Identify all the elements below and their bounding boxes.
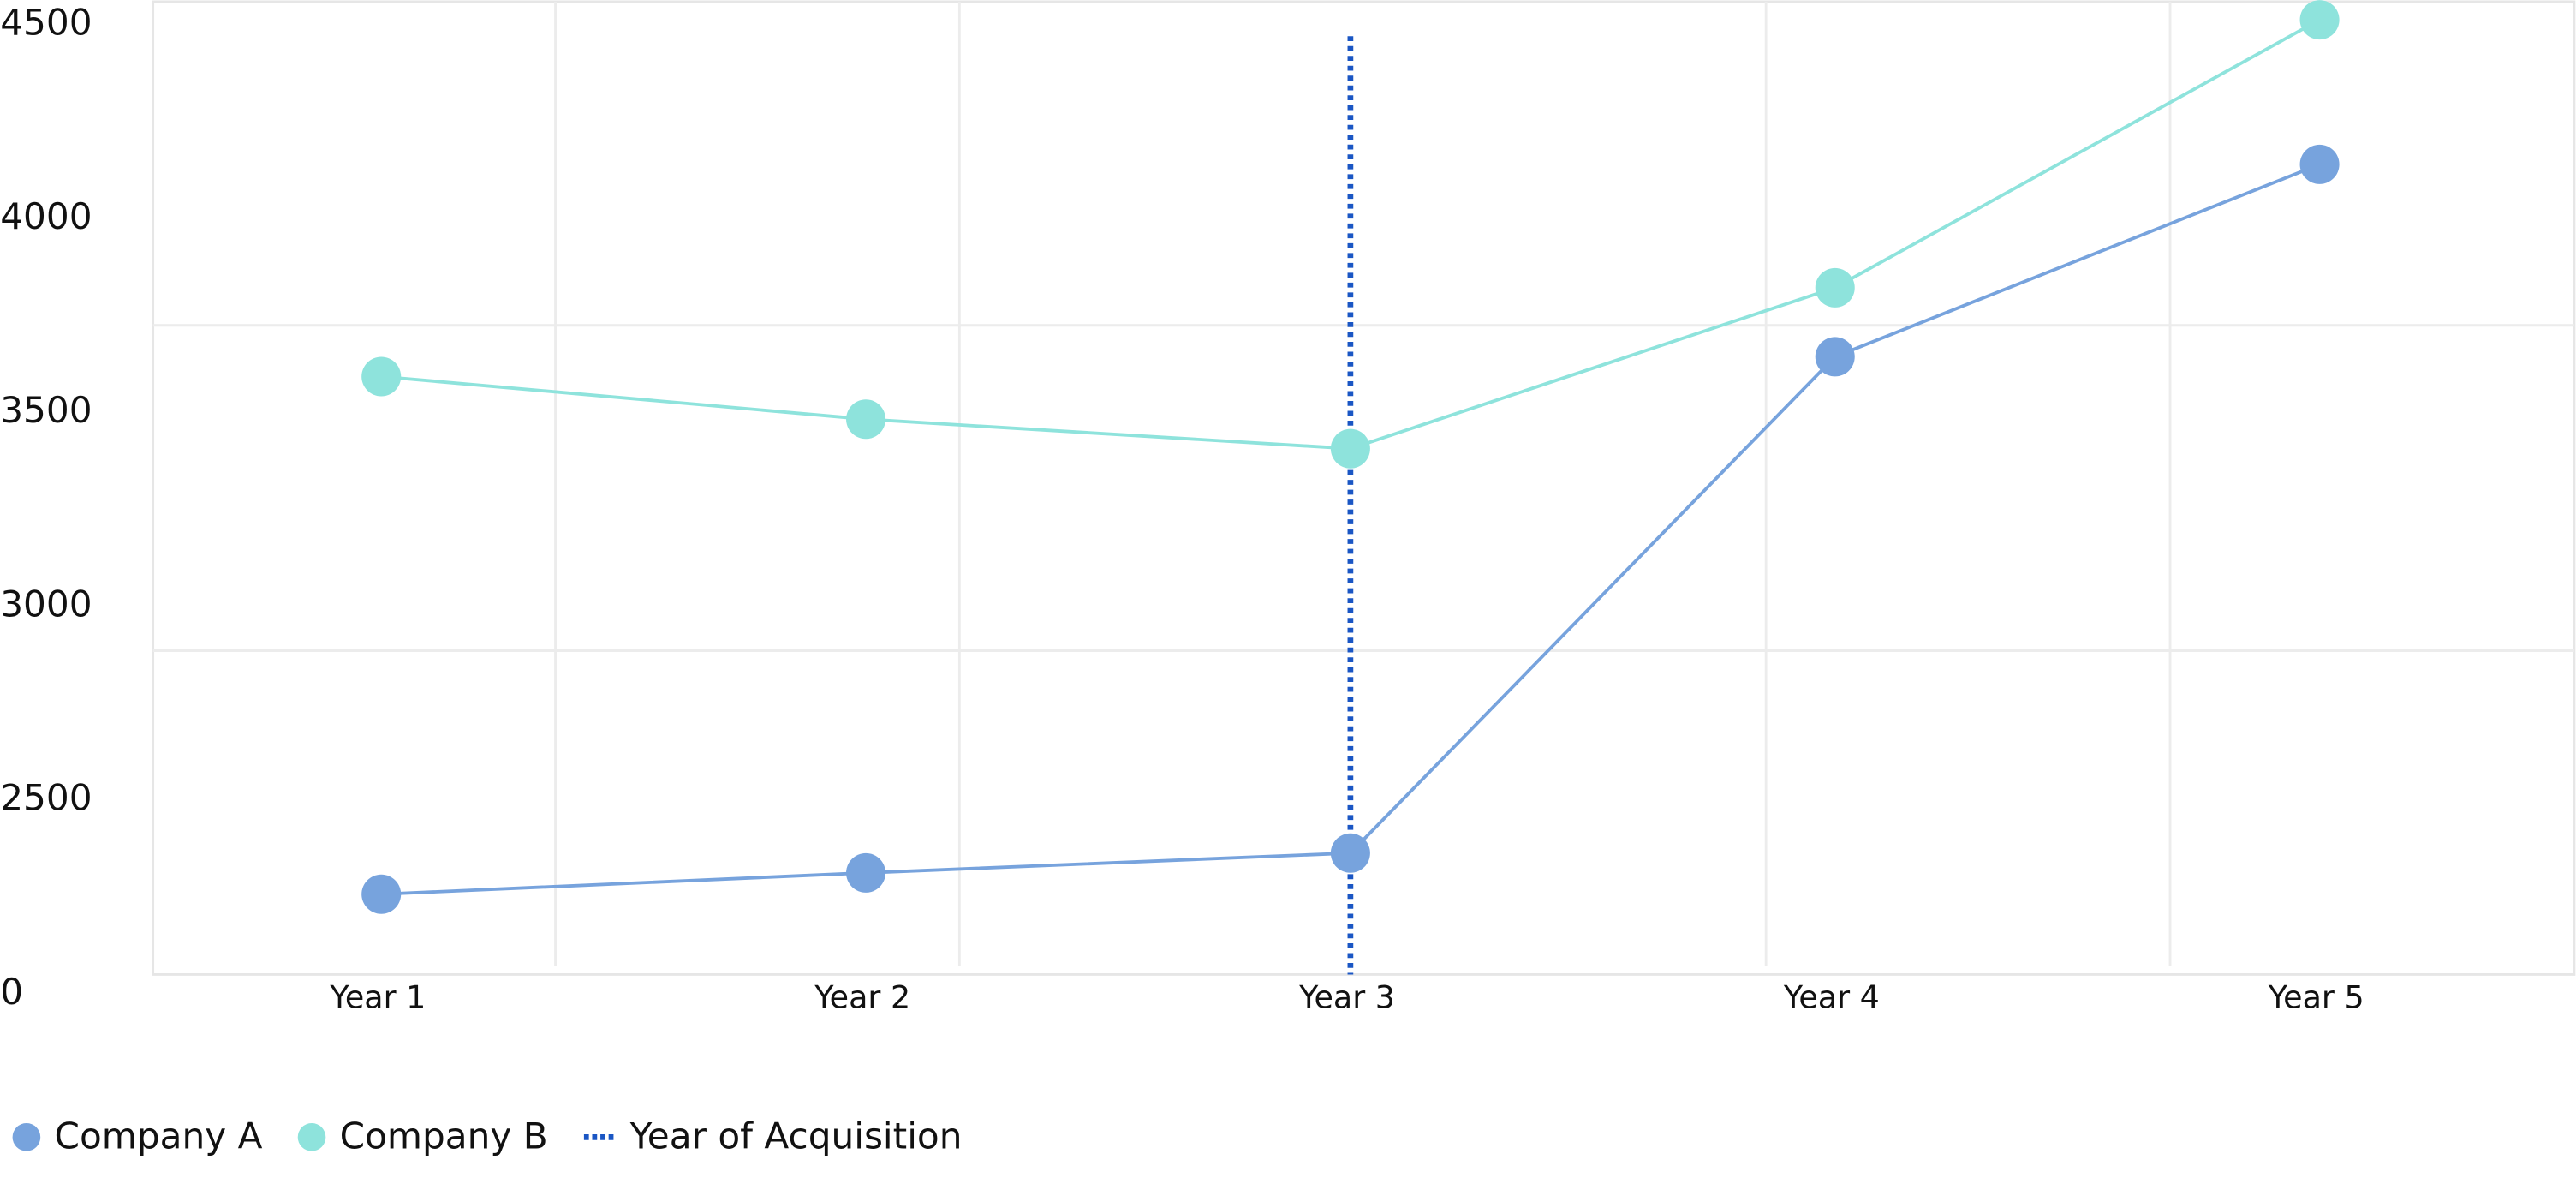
y-tick-label: 0 — [0, 971, 23, 1013]
y-tick-label: 2500 — [0, 777, 92, 819]
legend-swatch — [297, 1123, 326, 1151]
x-tick-label: Year 3 — [1298, 979, 1395, 1016]
data-point — [1330, 428, 1370, 469]
y-tick-label: 4500 — [0, 1, 92, 43]
data-point — [846, 852, 886, 893]
legend-label: Company A — [54, 1115, 262, 1157]
plot-frame — [152, 0, 2576, 976]
x-tick-label: Year 1 — [329, 979, 426, 1016]
data-point — [1815, 337, 1855, 377]
data-point — [1815, 267, 1855, 308]
data-point — [361, 356, 402, 397]
data-point — [361, 874, 402, 914]
data-point — [1330, 833, 1370, 873]
legend-swatch — [12, 1123, 41, 1151]
x-tick-label: Year 2 — [814, 979, 910, 1016]
legend-label: Company B — [340, 1115, 548, 1157]
data-point — [2299, 0, 2340, 40]
data-point — [846, 399, 886, 440]
y-tick-label: 3000 — [0, 583, 92, 625]
x-tick-label: Year 4 — [1783, 979, 1880, 1016]
y-tick-label: 4000 — [0, 195, 92, 237]
x-tick-label: Year 5 — [2268, 979, 2364, 1016]
data-point — [2299, 144, 2340, 184]
legend-label: Year of Acquisition — [629, 1115, 963, 1157]
y-tick-label: 3500 — [0, 389, 92, 431]
v-grid — [554, 1, 2172, 966]
